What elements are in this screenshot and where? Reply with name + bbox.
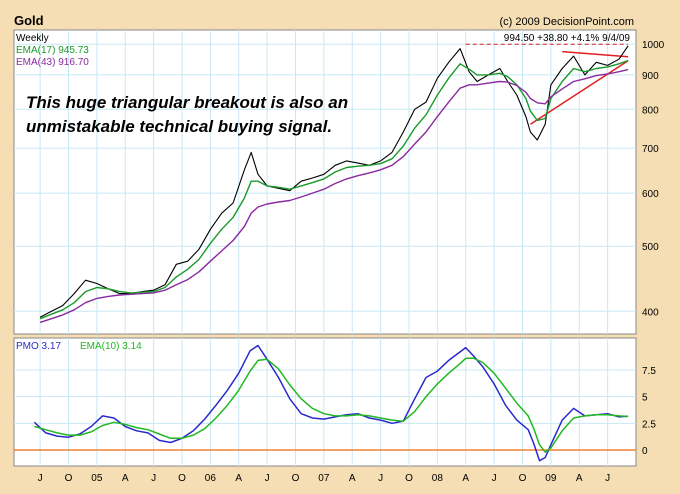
pmo-series [14,344,636,462]
price-y-tick-label: 700 [642,144,659,155]
price-plot-area [13,29,637,335]
x-tick-label: J [38,473,43,484]
x-tick-label: 07 [318,473,330,484]
chart-credit: (c) 2009 DecisionPoint.com [499,16,634,28]
pmo-y-axis: 0 2.5 5 7.5 [642,366,656,457]
x-tick-label: O [405,473,413,484]
ema17-line [39,59,629,320]
pmo-line [33,344,629,462]
x-tick-label: J [605,473,610,484]
x-tick-label: 09 [545,473,557,484]
x-tick-label: 05 [91,473,103,484]
price-panel: 400 500 600 700 800 900 1000 Weekly EMA(17) 94… [13,29,665,335]
price-y-tick-label: 600 [642,189,659,200]
x-tick-label: J [151,473,156,484]
x-tick-label: A [462,473,469,484]
pmo-y-tick-label: 7.5 [642,366,656,377]
pmo-panel: 0 2.5 5 7.5 PMO 3.17 EMA(10) 3.14 [13,337,656,467]
x-axis: J O 05 A J O 06 A J O 07 A J O 08 A J O 09 A J [38,473,611,484]
pmo-y-tick-label: 5 [642,393,648,404]
x-tick-label: A [349,473,356,484]
x-tick-label: A [235,473,242,484]
annotation-line-2: unmistakable technical buying signal. [26,117,332,136]
x-tick-label: 08 [432,473,444,484]
x-tick-label: J [378,473,383,484]
x-tick-label: 06 [205,473,217,484]
x-tick-label: A [576,473,583,484]
price-grid [14,30,636,334]
x-tick-label: O [292,473,300,484]
x-tick-label: O [519,473,527,484]
price-series [39,45,629,324]
gold-price-line [39,45,629,318]
annotation-line-1: This huge triangular breakout is also an [26,93,348,112]
last-bar-readout: 994.50 +38.80 +4.1% 9/4/09 [504,33,631,44]
legend-ema43: EMA(43) 916.70 [16,57,89,68]
chart-title: Gold [14,13,44,28]
x-tick-label: O [178,473,186,484]
price-y-tick-label: 1000 [642,40,665,51]
pmo-y-tick-label: 2.5 [642,419,656,430]
x-tick-label: O [65,473,73,484]
legend-pmo: PMO 3.17 [16,341,61,352]
period-label: Weekly [16,33,49,44]
price-y-tick-label: 900 [642,71,659,82]
triangle-trendline [562,50,629,58]
price-y-tick-label: 500 [642,242,659,253]
legend-ema17: EMA(17) 945.73 [16,45,89,56]
price-y-tick-label: 800 [642,105,659,116]
x-tick-label: J [265,473,270,484]
x-tick-label: J [492,473,497,484]
pmo-ema10-line [34,357,629,453]
price-y-tick-label: 400 [642,307,659,318]
pmo-y-tick-label: 0 [642,446,648,457]
ema43-line [39,68,629,324]
legend-pmo-ema: EMA(10) 3.14 [80,341,142,352]
pmo-plot-area [13,337,637,467]
x-tick-label: A [122,473,129,484]
price-y-axis: 400 500 600 700 800 900 1000 [642,40,665,318]
